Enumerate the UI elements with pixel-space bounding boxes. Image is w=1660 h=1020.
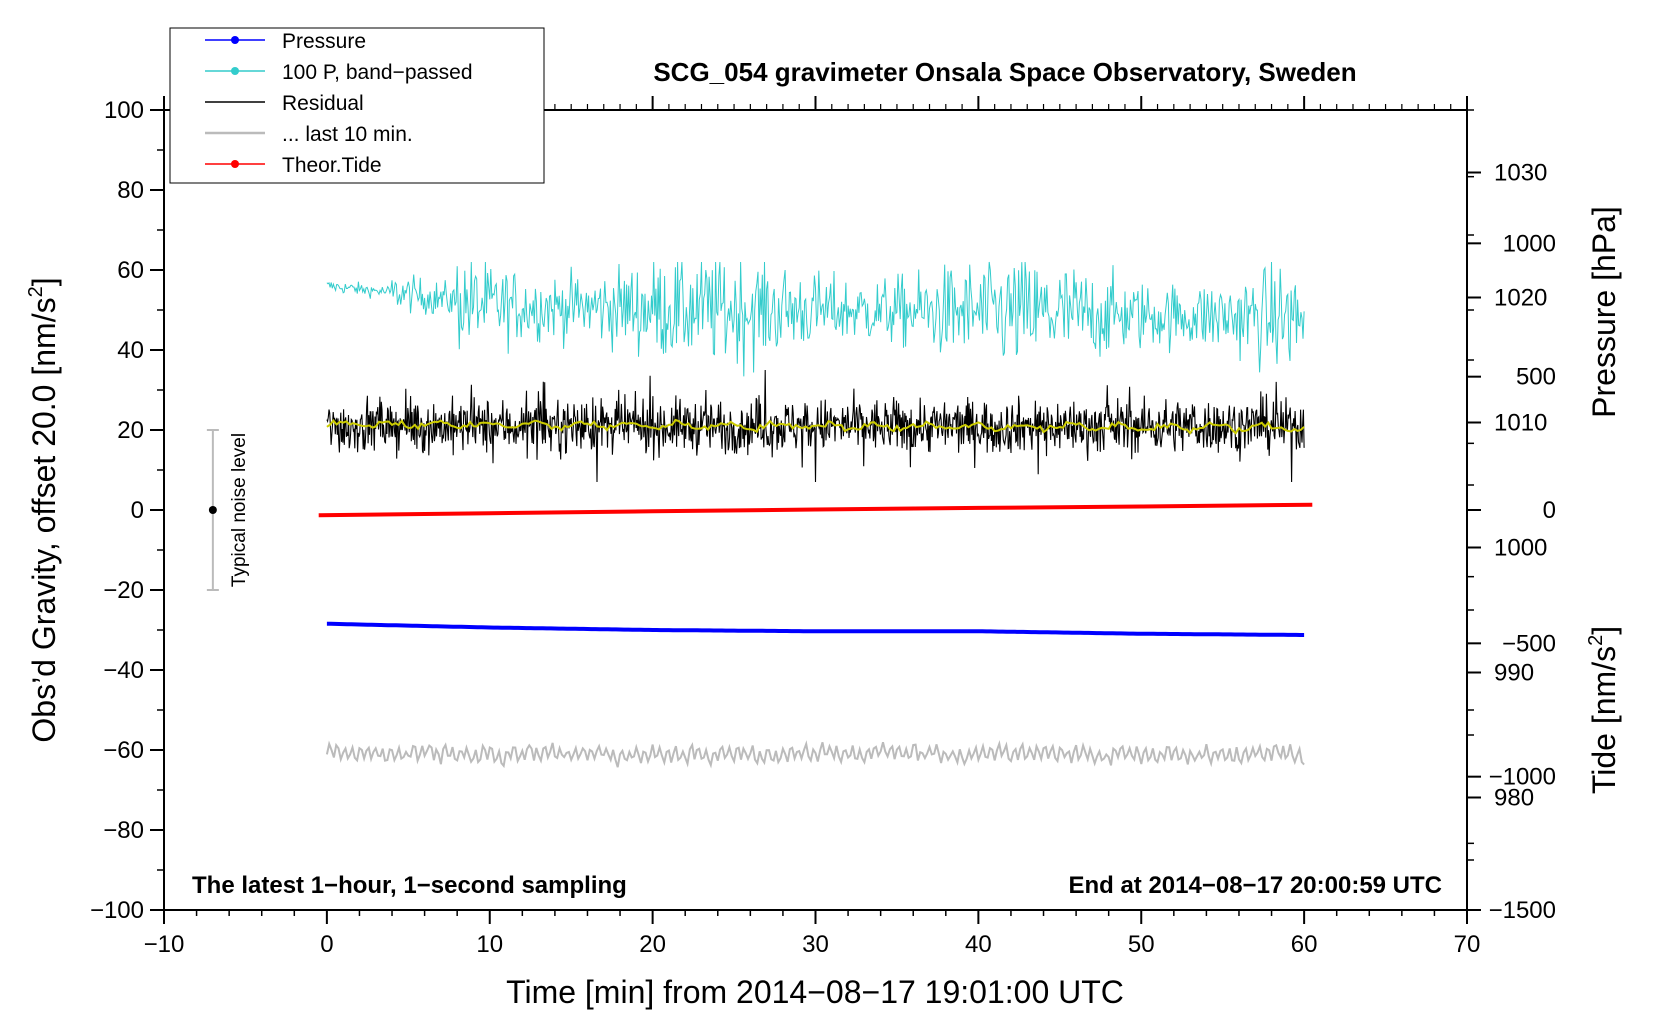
legend-label-theor-tide: Theor.Tide (282, 154, 382, 177)
tide-tick-label: −500 (1502, 630, 1556, 657)
x-tick-label: 10 (476, 931, 503, 958)
y-axis-title-tide-main: Tide [nm/s (1586, 646, 1622, 794)
x-axis-title: Time [min] from 2014−08−17 19:01:00 UTC (506, 974, 1124, 1010)
y-tick-label: 100 (104, 97, 144, 124)
x-tick-label: 70 (1454, 931, 1481, 958)
noise-bar-center-dot (208, 506, 217, 514)
series-last-10-min (325, 740, 1305, 769)
y-tick-label: 20 (117, 417, 144, 444)
annotation-end-time: End at 2014−08−17 20:00:59 UTC (1068, 872, 1442, 899)
legend-marker-0 (231, 36, 239, 44)
x-tick-label: 60 (1291, 931, 1318, 958)
series-bandpassed-pressure (326, 261, 1305, 377)
y-axis-ticks: −100 −80 −60 −40 −20 0 20 40 60 80 100 (90, 97, 164, 924)
tide-tick-label: 1000 (1503, 230, 1556, 257)
noise-bar (206, 429, 219, 591)
pressure-tick-label: 1020 (1494, 285, 1547, 312)
y-axis-title-left: Obs’d Gravity, offset 20.0 [nm/s2] (25, 277, 62, 742)
legend: Pressure 100 P, band−passed Residual ...… (169, 27, 545, 184)
y-axis-title-left-main: Obs’d Gravity, offset 20.0 [nm/s (26, 297, 62, 742)
series-residual (326, 369, 1305, 483)
noise-level-label: Typical noise level (229, 433, 250, 587)
y-axis-title-left-sup: 2 (25, 286, 47, 297)
legend-marker-1 (231, 67, 239, 75)
y-tick-label: 80 (117, 177, 144, 204)
series-theoretical-tide (318, 502, 1313, 518)
legend-label-bandpassed: 100 P, band−passed (282, 61, 473, 84)
pressure-tick-label: 1030 (1494, 160, 1547, 187)
legend-items (205, 36, 265, 168)
pressure-tick-label: 1010 (1494, 410, 1547, 437)
annotation-sampling: The latest 1−hour, 1−second sampling (192, 872, 627, 899)
x-tick-label: 20 (639, 931, 666, 958)
series-pressure (326, 621, 1305, 637)
tide-axis-ticks: −1500 −1000 −500 0 500 1000 (1467, 175, 1556, 924)
pressure-axis-ticks: 980 990 1000 1010 1020 1030 (1467, 109, 1547, 861)
y-axis-title-left-end: ] (26, 277, 62, 286)
legend-marker-4 (231, 160, 239, 168)
x-tick-label: −10 (144, 931, 185, 958)
pressure-tick-label: 1000 (1494, 535, 1547, 562)
series-residual-smoothed (326, 418, 1305, 435)
tide-tick-label: −1000 (1489, 764, 1556, 791)
x-tick-label: 40 (965, 931, 992, 958)
chart-title: SCG_054 gravimeter Onsala Space Observat… (653, 57, 1356, 87)
legend-label-residual: Residual (282, 92, 364, 115)
pressure-tick-label: 980 (1494, 785, 1534, 812)
x-tick-label: 50 (1128, 931, 1155, 958)
y-tick-label: −100 (90, 897, 144, 924)
x-axis-ticks: −10 0 10 20 30 40 50 60 70 (144, 96, 1481, 958)
tide-tick-label: −1500 (1489, 897, 1556, 924)
y-tick-label: 0 (131, 497, 144, 524)
series-group (318, 261, 1313, 769)
tide-tick-label: 500 (1516, 364, 1556, 391)
legend-box (169, 27, 545, 184)
x-tick-label: 0 (320, 931, 333, 958)
y-axis-title-tide-end: ] (1586, 626, 1622, 635)
y-tick-label: −20 (103, 577, 144, 604)
y-tick-label: −40 (103, 657, 144, 684)
y-axis-title-tide-sup: 2 (1585, 635, 1607, 646)
tide-tick-label: 0 (1543, 497, 1556, 524)
y-axis-title-pressure: Pressure [hPa] (1586, 206, 1622, 418)
legend-label-last-10-min: ... last 10 min. (282, 123, 413, 146)
x-tick-label: 30 (802, 931, 829, 958)
y-axis-title-tide: Tide [nm/s2] (1585, 626, 1622, 794)
pressure-tick-label: 990 (1494, 660, 1534, 687)
y-tick-label: −60 (103, 737, 144, 764)
y-tick-label: −80 (103, 817, 144, 844)
y-tick-label: 60 (117, 257, 144, 284)
legend-label-pressure: Pressure (282, 30, 366, 53)
y-tick-label: 40 (117, 337, 144, 364)
